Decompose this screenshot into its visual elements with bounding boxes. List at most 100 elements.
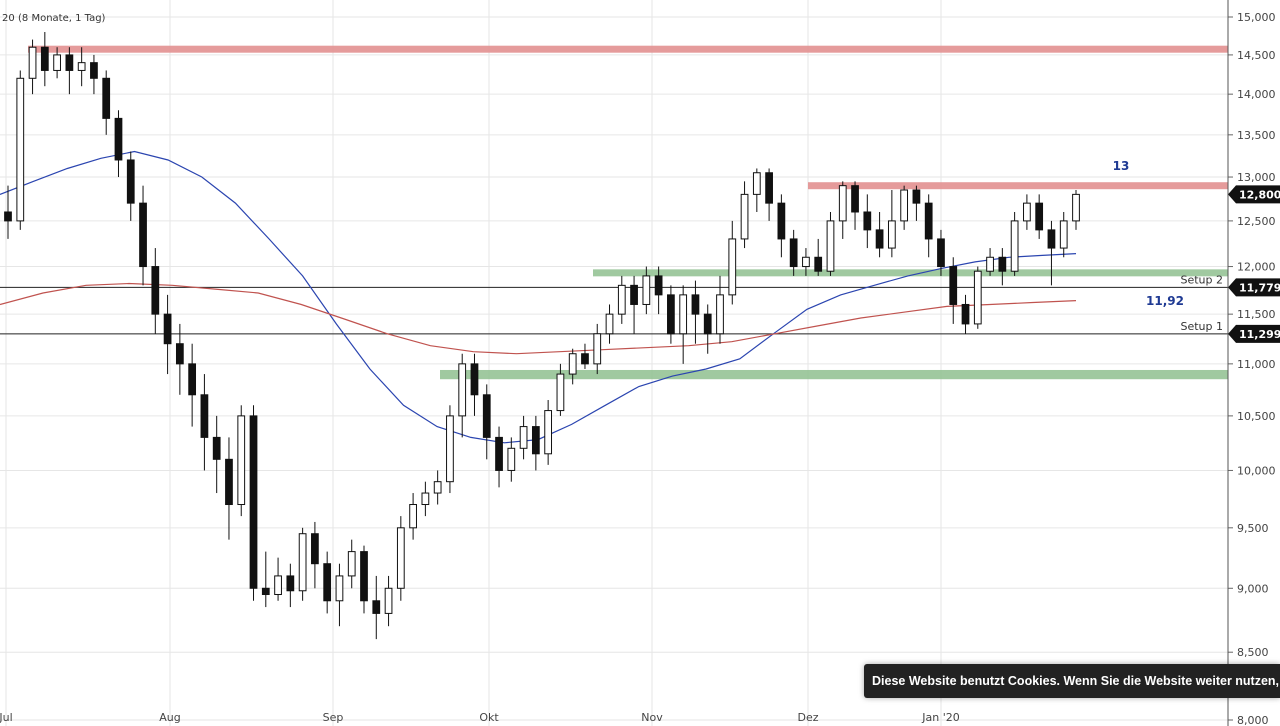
candle (519, 415, 528, 460)
candle (139, 185, 147, 286)
candle (65, 47, 74, 95)
candle-body-up (519, 426, 528, 449)
level-price-tag: 11,779 (1228, 278, 1280, 297)
moving-average-line (0, 282, 1077, 355)
candle-body-down (323, 563, 332, 602)
candle (863, 194, 872, 249)
price-tag-bg (1228, 278, 1280, 297)
price-tag-bg (1228, 324, 1280, 343)
candle (1072, 190, 1080, 230)
candle (335, 563, 344, 627)
candle-body-up (642, 275, 651, 305)
y-tick-label: 9,500 (1237, 522, 1269, 535)
candle (900, 185, 909, 230)
candle (544, 400, 553, 465)
candle-body-up (409, 504, 417, 529)
candle-body-up (900, 189, 909, 222)
candle (605, 304, 614, 344)
candle-body-up (298, 533, 307, 592)
candle-body-down (90, 62, 98, 79)
candle (740, 181, 749, 249)
candle-body-down (961, 303, 970, 325)
candle (728, 220, 737, 305)
candle (40, 32, 49, 87)
candle-body-down (188, 363, 197, 396)
candle-body-up (446, 415, 454, 483)
candle (789, 229, 798, 276)
candle-body-up (802, 256, 810, 268)
candle-body-down (225, 458, 233, 506)
candle (1035, 194, 1044, 239)
cookie-banner[interactable]: Diese Website benutzt Cookies. Wenn Sie … (864, 664, 1280, 698)
candle-body-up (617, 284, 626, 315)
candle (188, 343, 197, 427)
candle (200, 374, 209, 471)
candle-body-up (716, 294, 724, 335)
grid-lines (0, 0, 1228, 726)
candle (986, 248, 994, 276)
candle-body-up (593, 333, 602, 365)
support-zone (593, 269, 1228, 277)
x-tick-label: Aug (159, 711, 180, 724)
annotations-layer: 13 11,92 (1113, 159, 1184, 308)
candle (887, 190, 896, 258)
y-tick-label: 11,000 (1237, 358, 1276, 371)
candle-body-up (973, 270, 982, 325)
candle-body-up (1059, 220, 1068, 249)
candle (396, 516, 405, 601)
candle-body-down (924, 202, 933, 240)
candle-body-up (544, 410, 553, 455)
candle-body-down (360, 551, 368, 602)
candle (912, 185, 921, 221)
candle (1047, 220, 1056, 286)
candle-body-up (28, 46, 37, 79)
candle-body-down (212, 436, 221, 460)
candle-body-down (482, 394, 491, 438)
chart-period: (8 Monate, 1 Tag) (18, 13, 106, 24)
y-tick-label: 12,500 (1237, 215, 1276, 228)
candle (593, 323, 602, 375)
candle (409, 493, 417, 540)
candle (679, 285, 688, 364)
candle (126, 151, 135, 221)
candle-body-down (372, 600, 381, 614)
y-tick-label: 13,000 (1237, 171, 1276, 184)
candle-body-down (261, 587, 270, 596)
candle (360, 545, 368, 614)
candle (765, 168, 773, 221)
candle (630, 275, 638, 334)
last-price-tag: 12,800 (1228, 185, 1280, 204)
level-price-tag: 11,299 (1228, 324, 1280, 343)
candle (53, 47, 61, 79)
price-tag-text: 11,299 (1239, 328, 1280, 341)
candle (151, 248, 160, 334)
candle (802, 248, 810, 276)
x-tick-label: Okt (479, 711, 499, 724)
zones-layer (28, 45, 1228, 380)
candle (298, 527, 307, 601)
candle (163, 294, 172, 375)
candle (28, 39, 37, 95)
candle-body-down (114, 117, 123, 161)
candle-body-down (949, 266, 958, 305)
y-tick-label: 8,500 (1237, 646, 1269, 659)
candle-body-down (200, 394, 209, 438)
candle-body-down (531, 426, 540, 455)
candle-body-down (691, 294, 700, 315)
candle (16, 70, 25, 230)
candle (851, 181, 859, 230)
candle-body-down (875, 229, 884, 249)
candle-body-up (1072, 193, 1080, 222)
candle (347, 539, 356, 589)
candle-body-down (654, 275, 663, 296)
candle-body-down (175, 343, 184, 365)
x-tick-label: Jul (0, 711, 13, 724)
candle (581, 343, 589, 369)
y-tick-label: 10,500 (1237, 410, 1276, 423)
candle-body-down (151, 266, 160, 315)
y-tick-label: 11,500 (1237, 308, 1276, 321)
candle-body-up (568, 353, 577, 375)
y-tick-label: 8,000 (1237, 714, 1269, 726)
candle-body-down (139, 202, 147, 268)
